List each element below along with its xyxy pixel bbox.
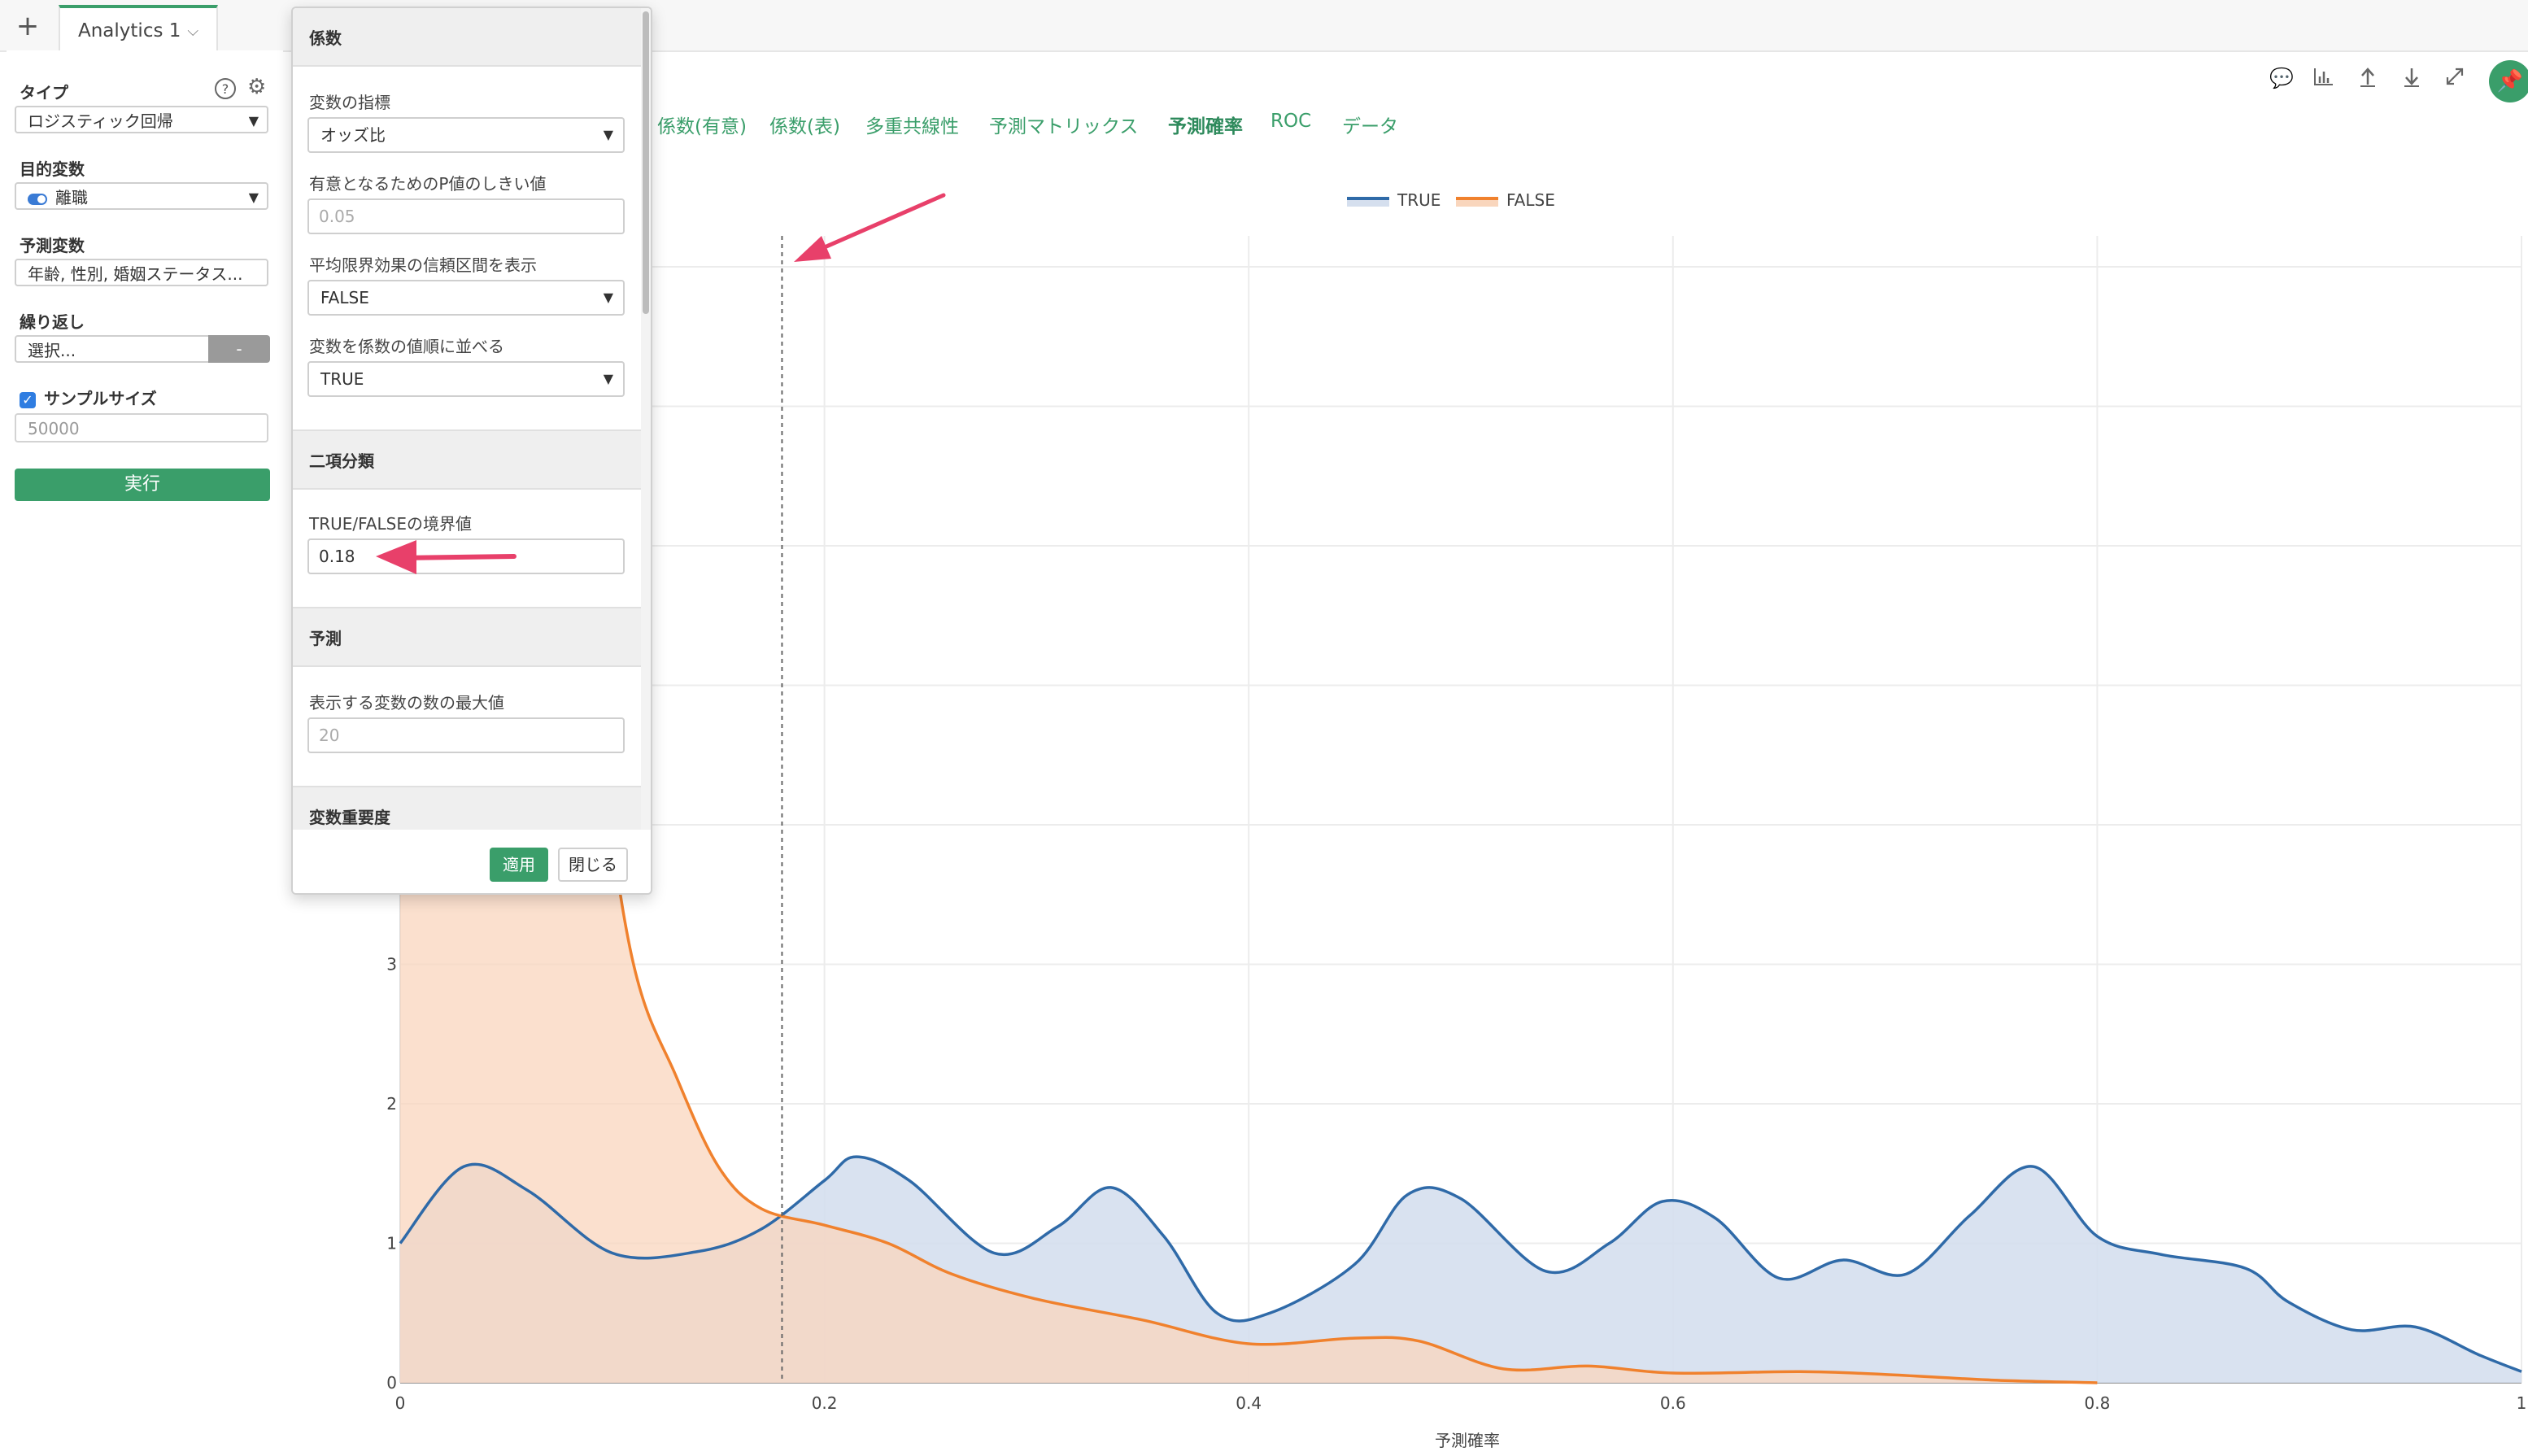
tab-prediction-probability[interactable]: 予測確率 (1168, 116, 1243, 137)
legend-label-false: FALSE (1506, 190, 1555, 210)
chart-icon[interactable] (2313, 67, 2334, 91)
section-variable-importance: 変数重要度 (293, 786, 641, 830)
legend-swatch-true (1347, 198, 1389, 207)
sort-select[interactable]: TRUE ▼ (307, 361, 625, 397)
series-area-false (400, 233, 2098, 1383)
mfx-ci-value: FALSE (320, 288, 369, 307)
pvalue-input[interactable]: 0.05 (307, 198, 625, 234)
threshold-input[interactable]: 0.18 (307, 538, 625, 574)
sample-size-placeholder: 50000 (28, 419, 80, 438)
tab-analytics-1[interactable]: Analytics 1 ⌵ (59, 5, 219, 54)
properties-popup: 係数 変数の指標 オッズ比 ▼ 有意となるためのP値のしきい値 0.05 平均限… (291, 7, 652, 895)
sort-value: TRUE (320, 369, 364, 389)
gear-icon[interactable]: ⚙ (247, 75, 267, 99)
target-select-value: 離職 (55, 188, 88, 207)
tab-data[interactable]: データ (1342, 116, 1398, 137)
repeat-select[interactable]: 選択... (15, 335, 210, 363)
caret-down-icon: ▼ (248, 113, 259, 129)
section-binary-classification: 二項分類 (293, 429, 641, 490)
download-icon[interactable] (2403, 67, 2421, 93)
sort-label: 変数を係数の値順に並べる (309, 337, 504, 356)
type-select-value: ロジスティック回帰 (28, 111, 173, 131)
var-metric-value: オッズ比 (320, 125, 386, 145)
x-tick-label: 0.2 (812, 1393, 838, 1413)
section-coefficients: 係数 (293, 8, 641, 67)
var-metric-label: 変数の指標 (309, 93, 390, 112)
y-tick-label: 1 (386, 1234, 397, 1253)
tab-prediction-matrix[interactable]: 予測マトリックス (989, 116, 1139, 137)
apply-button[interactable]: 適用 (490, 848, 548, 882)
popup-footer: 適用 閉じる (293, 830, 651, 893)
max-vars-label: 表示する変数の数の最大値 (309, 693, 504, 713)
mfx-ci-label: 平均限界効果の信頼区間を表示 (309, 255, 537, 275)
x-tick-label: 1 (2517, 1393, 2527, 1413)
pvalue-label: 有意となるためのP値のしきい値 (309, 174, 547, 194)
caret-down-icon: ▼ (248, 190, 259, 205)
sample-size-row[interactable]: ✓ サンプルサイズ (20, 386, 157, 409)
run-button[interactable]: 実行 (15, 469, 270, 501)
checkbox-checked-icon[interactable]: ✓ (20, 391, 36, 408)
caret-down-icon: ▼ (603, 127, 613, 142)
expand-icon[interactable] (2445, 67, 2465, 91)
type-select[interactable]: ロジスティック回帰 ▼ (15, 106, 268, 133)
repeat-placeholder: 選択... (28, 341, 76, 360)
popup-scrollbar-thumb[interactable] (643, 11, 649, 314)
section-prediction: 予測 (293, 607, 641, 667)
max-vars-placeholder: 20 (319, 726, 340, 745)
predictors-select[interactable]: 年齢, 性別, 婚姻ステータス... (15, 259, 268, 286)
caret-down-icon: ▼ (603, 290, 613, 305)
tab-roc[interactable]: ROC (1271, 111, 1312, 132)
predictors-select-value: 年齢, 性別, 婚姻ステータス... (28, 264, 243, 284)
help-icon[interactable]: ? (215, 78, 236, 99)
toggle-icon (28, 193, 47, 205)
sample-size-label: サンプルサイズ (44, 389, 157, 408)
legend-swatch-false (1456, 198, 1498, 207)
threshold-label: TRUE/FALSEの境界値 (309, 514, 472, 534)
pvalue-placeholder: 0.05 (319, 207, 355, 226)
comment-icon[interactable]: 💬 (2269, 67, 2294, 89)
x-tick-label: 0 (395, 1393, 406, 1413)
repeat-clear-button[interactable]: - (208, 335, 270, 363)
tab-coef-table[interactable]: 係数(表) (769, 116, 840, 137)
mfx-ci-select[interactable]: FALSE ▼ (307, 280, 625, 316)
caret-down-icon: ▼ (603, 371, 613, 386)
type-label: タイプ (20, 83, 68, 102)
pin-icon[interactable]: 📌 (2489, 60, 2528, 102)
max-vars-input[interactable]: 20 (307, 717, 625, 753)
add-tab-button[interactable]: + (15, 10, 40, 42)
x-tick-label: 0.8 (2084, 1393, 2110, 1413)
popup-scroll-area[interactable]: 係数 変数の指標 オッズ比 ▼ 有意となるためのP値のしきい値 0.05 平均限… (293, 8, 641, 830)
target-label: 目的変数 (20, 159, 85, 179)
x-tick-label: 0.6 (1660, 1393, 1686, 1413)
settings-panel: タイプ ? ⚙ ロジスティック回帰 ▼ 目的変数 離職 ▼ 予測変数 年齢, 性… (7, 50, 283, 1456)
threshold-value: 0.18 (319, 547, 355, 566)
legend-label-true: TRUE (1397, 190, 1441, 210)
repeat-label: 繰り返し (20, 312, 85, 332)
close-button[interactable]: 閉じる (558, 848, 628, 882)
tab-label: Analytics 1 (78, 20, 181, 41)
predictors-label: 予測変数 (20, 236, 85, 255)
chevron-down-icon[interactable]: ⌵ (187, 22, 199, 40)
target-select[interactable]: 離職 ▼ (15, 182, 268, 210)
tab-coef-significant[interactable]: 係数(有意) (657, 116, 747, 137)
x-tick-label: 0.4 (1236, 1393, 1262, 1413)
y-tick-label: 0 (386, 1373, 397, 1393)
sample-size-input[interactable]: 50000 (15, 413, 268, 442)
y-tick-label: 2 (386, 1094, 397, 1114)
tab-multicollinearity[interactable]: 多重共線性 (865, 116, 959, 137)
var-metric-select[interactable]: オッズ比 ▼ (307, 117, 625, 153)
upload-icon[interactable] (2359, 67, 2377, 93)
y-tick-label: 3 (386, 955, 397, 974)
series-line-true (399, 1155, 2522, 1373)
x-axis-title: 予測確率 (1435, 1431, 1500, 1450)
